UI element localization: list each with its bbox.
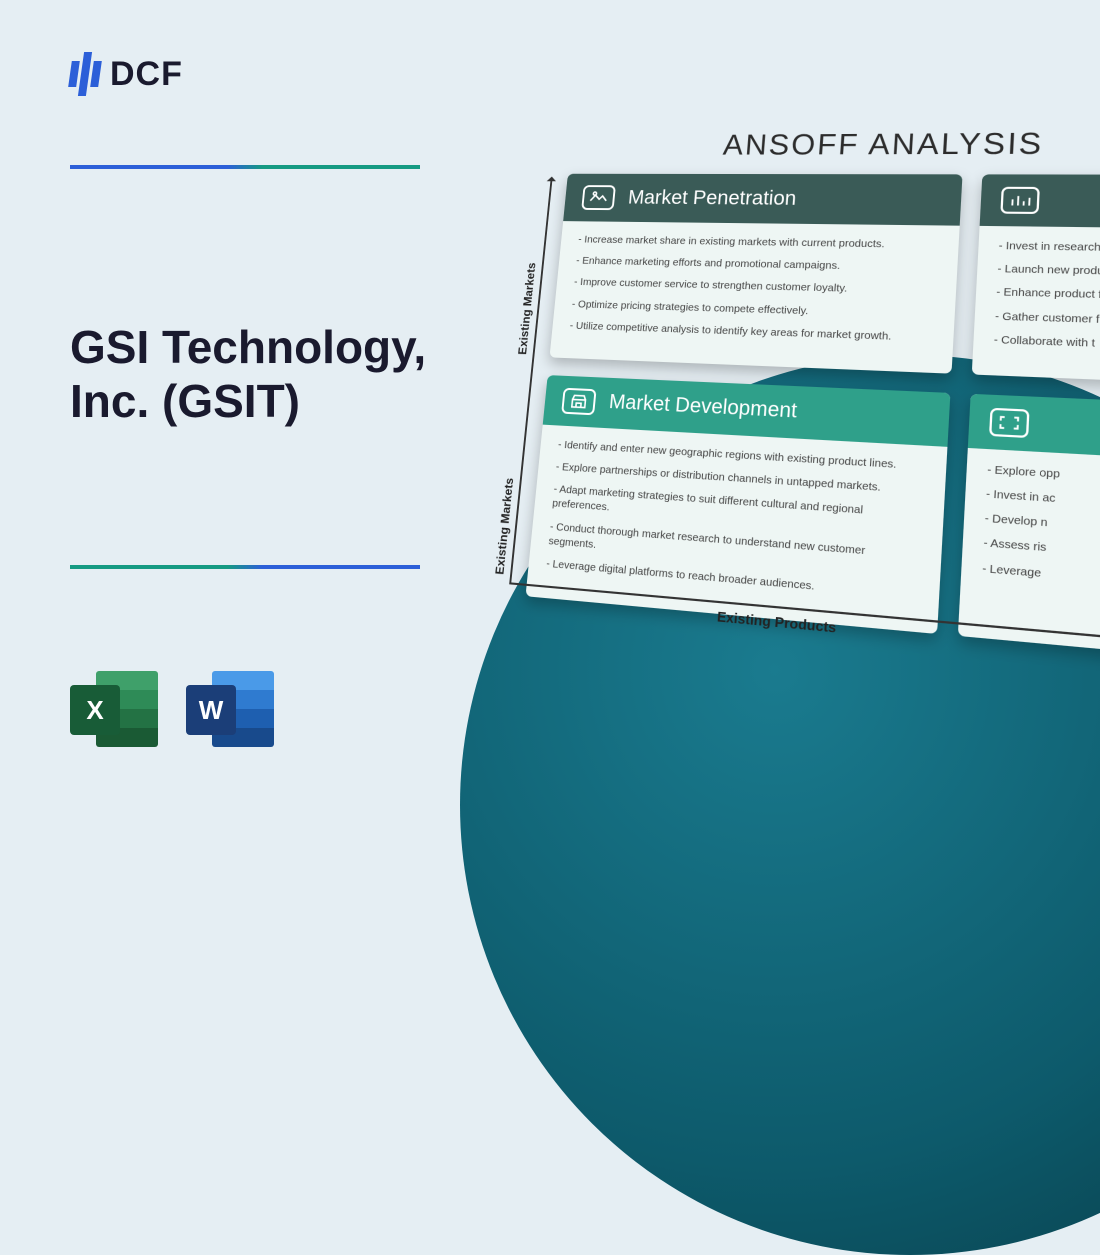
card-title: Market Development [608,391,798,424]
expand-icon [989,408,1030,438]
card-header [980,174,1100,229]
bullet: Optimize pricing strategies to compete e… [571,297,935,322]
card-body: Increase market share in existing market… [549,221,959,373]
logo-bars-icon [67,52,103,96]
bars-icon [1000,187,1040,214]
bullet: Enhance marketing efforts and promotiona… [576,254,938,275]
card-body: Invest in research and Launch new produc… [972,226,1100,386]
bullet: Enhance product fe [996,285,1100,306]
bullet: Utilize competitive analysis to identify… [569,319,934,346]
matrix-title: ANSOFF ANALYSIS [560,126,1100,163]
card-title: Market Penetration [627,187,797,211]
divider-bottom [70,565,420,569]
logo-text: DCF [110,55,183,94]
ansoff-matrix: ANSOFF ANALYSIS Existing Markets Existin… [516,126,1100,661]
divider-top [70,165,420,169]
bullet: Invest in research and [998,239,1100,258]
excel-icon: X [70,665,158,753]
bullet: Increase market share in existing market… [578,233,940,253]
card-header: Market Penetration [563,174,962,226]
image-icon [581,185,616,210]
quadrant-bottom-right: Explore opp Invest in ac Develop n Asses… [958,394,1100,662]
card-body: Explore opp Invest in ac Develop n Asses… [960,448,1100,628]
quadrant-market-development: Market Development Identify and enter ne… [525,375,950,634]
bullet: Improve customer service to strengthen c… [573,275,936,298]
bullet: Launch new products [997,262,1100,282]
bullet: Leverage [982,560,1100,595]
word-icon: W [186,665,274,753]
dcf-logo: DCF [70,52,183,96]
file-icons-row: X W [70,665,274,753]
quadrant-market-penetration: Market Penetration Increase market share… [549,174,962,374]
page-title: GSI Technology, Inc. (GSIT) [70,320,510,429]
store-icon [561,388,596,416]
quadrant-top-right: Invest in research and Launch new produc… [972,174,1100,385]
bullet: Gather customer f [995,309,1100,331]
bullet: Collaborate with t [994,332,1100,355]
